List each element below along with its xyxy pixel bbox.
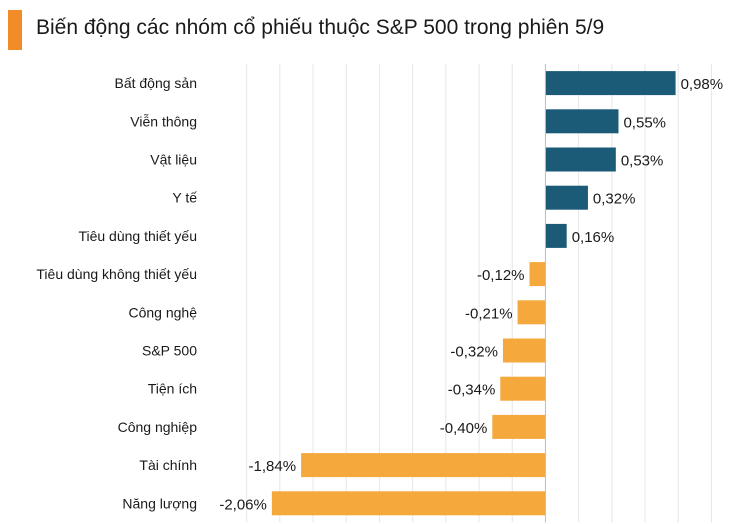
category-label: S&P 500 xyxy=(142,343,197,359)
category-label: Công nghệ xyxy=(128,304,197,320)
category-label: Tài chính xyxy=(139,457,197,473)
category-label: Bất động sản xyxy=(114,75,197,91)
data-label: -0,12% xyxy=(477,267,525,284)
bar xyxy=(301,453,546,478)
category-label: Năng lượng xyxy=(122,495,197,511)
data-label: 0,55% xyxy=(623,114,666,131)
data-label: -0,40% xyxy=(440,420,488,437)
category-label: Tiêu dùng thiết yếu xyxy=(78,228,197,244)
bar xyxy=(517,300,546,325)
data-label: 0,32% xyxy=(593,191,636,208)
bar xyxy=(545,109,619,134)
bar xyxy=(529,262,546,287)
bar xyxy=(545,147,616,172)
category-label: Công nghiệp xyxy=(118,419,198,435)
category-label: Tiện ích xyxy=(148,381,197,397)
category-label: Tiêu dùng không thiết yếu xyxy=(36,266,197,282)
bar xyxy=(545,71,676,96)
bar xyxy=(492,414,546,439)
data-label: -0,34% xyxy=(448,382,496,399)
bar xyxy=(271,491,546,516)
bar xyxy=(502,338,546,363)
category-label: Viễn thông xyxy=(130,113,197,129)
bar xyxy=(500,376,546,401)
bar xyxy=(545,223,567,248)
data-label: 0,98% xyxy=(681,76,724,93)
data-label: -0,32% xyxy=(450,344,498,361)
bar xyxy=(545,185,588,210)
data-label: -0,21% xyxy=(465,305,513,322)
data-label: 0,53% xyxy=(621,153,664,170)
title-accent-bar xyxy=(8,10,22,50)
chart-title: Biến động các nhóm cổ phiếu thuộc S&P 50… xyxy=(36,16,605,39)
data-label: -1,84% xyxy=(249,458,297,475)
category-label: Vật liệu xyxy=(150,152,197,168)
data-label: -2,06% xyxy=(219,496,267,513)
category-label: Y tế xyxy=(172,190,197,206)
data-label: 0,16% xyxy=(572,229,615,246)
